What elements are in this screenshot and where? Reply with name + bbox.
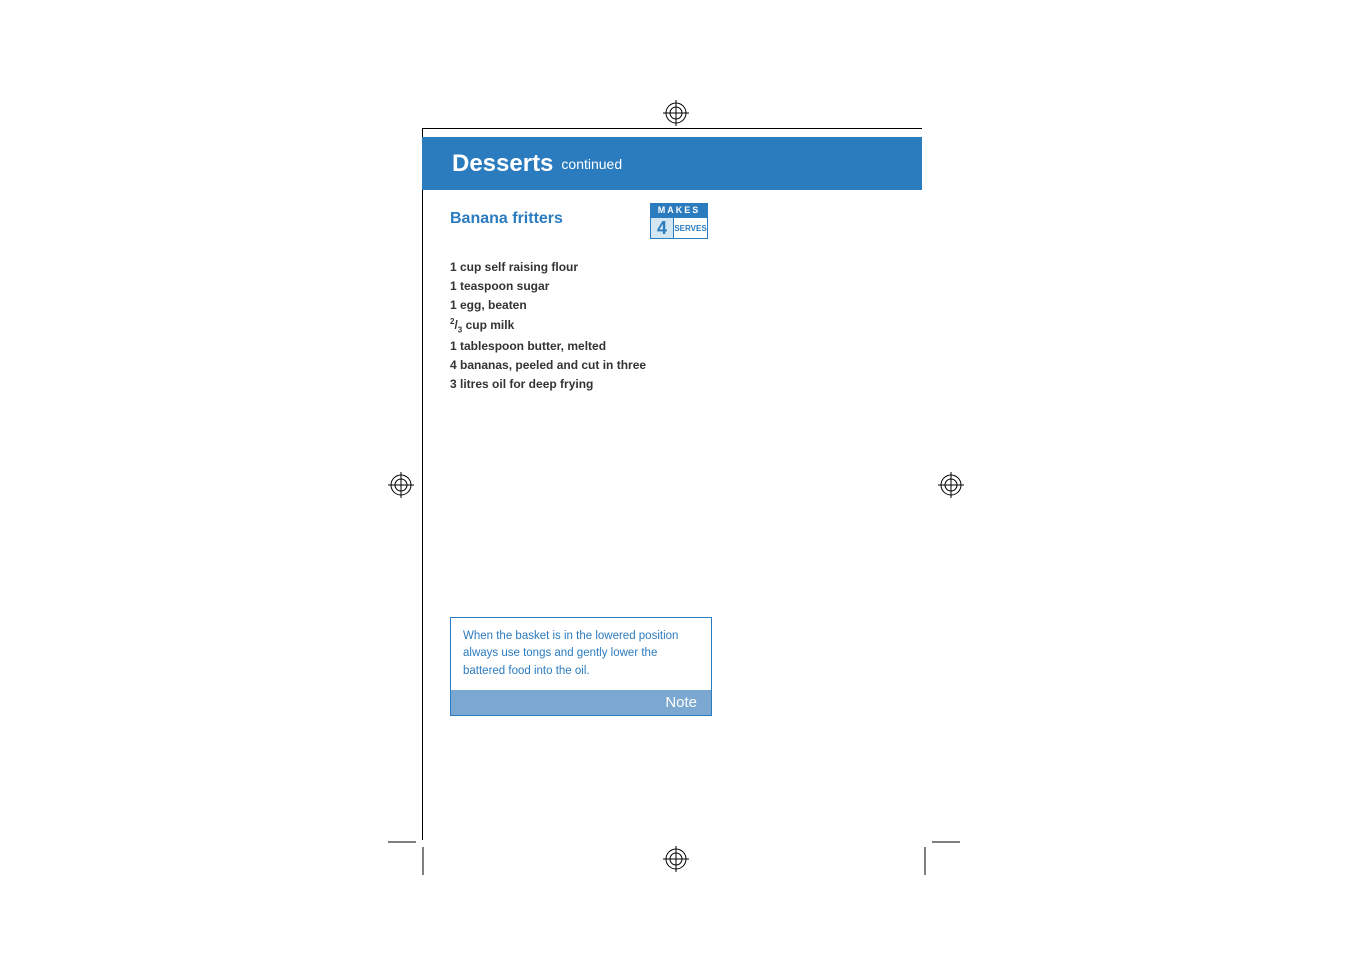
registration-mark-right [938,472,964,498]
note-content: When the basket is in the lowered positi… [451,618,711,690]
crop-mark-bottom-right [920,835,960,875]
section-title: Desserts [452,150,553,178]
ingredient-item: 2/3 cup milk [450,316,730,337]
note-box: When the basket is in the lowered positi… [450,617,712,716]
registration-mark-top [663,100,689,126]
ingredient-item: 1 tablespoon butter, melted [450,337,730,356]
crop-mark-bottom-left [388,835,428,875]
ingredients-list: 1 cup self raising flour 1 teaspoon suga… [450,258,730,394]
ingredient-item: 1 cup self raising flour [450,258,730,277]
ingredient-item: 1 teaspoon sugar [450,277,730,296]
note-label: Note [451,690,711,715]
registration-mark-left [388,472,414,498]
recipe-title: Banana fritters [450,210,730,228]
ingredient-item: 3 litres oil for deep frying [450,375,730,394]
ingredient-item: 4 bananas, peeled and cut in three [450,356,730,375]
ingredient-item: 1 egg, beaten [450,296,730,315]
section-header: Desserts continued [422,137,922,190]
registration-mark-bottom [663,846,689,872]
section-continued: continued [561,156,622,172]
recipe-content: Banana fritters 1 cup self raising flour… [450,210,730,394]
